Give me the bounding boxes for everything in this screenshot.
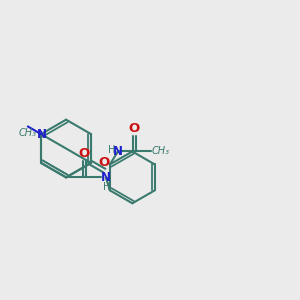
Text: O: O: [99, 156, 110, 170]
Text: N: N: [101, 171, 111, 184]
Text: CH₃: CH₃: [19, 128, 37, 138]
Text: H: H: [108, 145, 115, 155]
Text: H: H: [103, 182, 110, 192]
Text: N: N: [37, 128, 47, 141]
Text: O: O: [129, 122, 140, 135]
Text: O: O: [79, 147, 90, 160]
Text: N: N: [113, 145, 123, 158]
Text: CH₃: CH₃: [152, 146, 170, 156]
